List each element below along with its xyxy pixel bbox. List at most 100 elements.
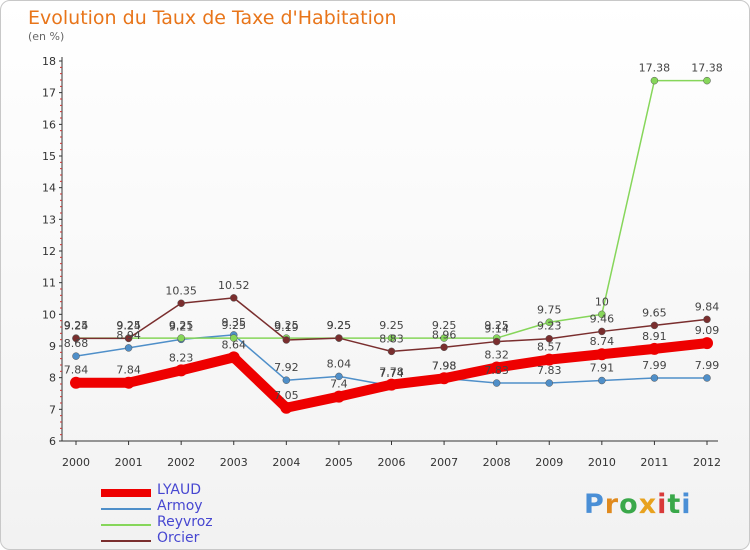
- data-point-orcier: [650, 321, 659, 330]
- data-point-lyaud: [490, 361, 503, 374]
- data-label-reyvroz: 9.25: [222, 319, 247, 332]
- x-tick-label: 2002: [167, 456, 195, 469]
- data-point-armoy: [545, 379, 553, 387]
- data-point-lyaud: [438, 372, 451, 385]
- data-point-orcier: [177, 299, 185, 307]
- data-label-orcier: 9.25: [327, 319, 352, 332]
- x-tick-label: 2008: [483, 456, 511, 469]
- data-point-armoy: [598, 376, 606, 385]
- y-tick-label: 15: [42, 150, 56, 163]
- x-tick-label: 2010: [588, 456, 616, 469]
- data-label-orcier: 9.84: [695, 300, 720, 313]
- data-label-reyvroz: 9.25: [116, 319, 141, 332]
- data-label-lyaud: 8.23: [169, 351, 194, 364]
- data-label-reyvroz: 9.25: [274, 319, 299, 332]
- logo-letter: o: [619, 489, 639, 520]
- y-tick-label: 9: [49, 340, 56, 353]
- legend-swatch-lyaud: [101, 489, 151, 497]
- data-label-armoy: 7.98: [432, 359, 457, 372]
- data-label-lyaud: 9.09: [695, 324, 720, 337]
- data-point-orcier: [387, 347, 396, 356]
- data-point-lyaud: [70, 376, 82, 389]
- data-label-reyvroz: 9.25: [484, 319, 509, 332]
- x-tick-label: 2006: [378, 456, 406, 469]
- data-label-reyvroz: 10: [595, 295, 609, 308]
- data-label-armoy: 7.99: [642, 359, 667, 372]
- data-point-lyaud: [385, 378, 398, 391]
- data-label-reyvroz: 9.75: [537, 303, 562, 316]
- legend-label-armoy: Armoy: [157, 498, 203, 514]
- data-point-reyvroz: [230, 334, 238, 342]
- data-point-reyvroz: [387, 334, 396, 342]
- data-point-orcier: [72, 334, 80, 343]
- data-point-lyaud: [543, 353, 556, 366]
- data-label-lyaud: 7.98: [432, 359, 457, 372]
- data-label-reyvroz: 17.38: [639, 62, 671, 75]
- data-label-lyaud: 8.57: [537, 341, 562, 354]
- data-label-lyaud: 7.05: [274, 389, 299, 402]
- data-label-reyvroz: 9.25: [327, 319, 352, 332]
- data-point-armoy: [124, 344, 133, 352]
- logo-letter: P: [584, 489, 605, 520]
- data-label-armoy: 7.92: [274, 361, 299, 374]
- legend-swatch-armoy: [101, 508, 151, 510]
- data-label-armoy: 7.74: [379, 367, 404, 380]
- data-point-armoy: [335, 372, 343, 381]
- data-point-orcier: [545, 334, 553, 343]
- logo-letter: x: [638, 489, 658, 520]
- data-label-reyvroz: 17.38: [691, 62, 723, 75]
- logo-letter: t: [667, 489, 682, 520]
- data-label-armoy: 7.83: [484, 364, 509, 377]
- data-label-armoy: 7.83: [537, 364, 562, 377]
- legend-swatch-orcier: [101, 540, 151, 542]
- y-tick-label: 13: [42, 213, 56, 226]
- data-label-lyaud: 7.84: [64, 364, 89, 377]
- x-tick-label: 2005: [325, 456, 353, 469]
- data-label-lyaud: 7.78: [379, 366, 404, 379]
- data-point-lyaud: [280, 401, 293, 414]
- data-label-orcier: 9.46: [590, 312, 615, 325]
- data-point-orcier: [598, 327, 606, 336]
- data-point-orcier: [492, 337, 501, 346]
- data-point-reyvroz: [545, 318, 553, 326]
- data-point-lyaud: [332, 390, 345, 403]
- data-point-orcier: [282, 336, 291, 344]
- data-point-reyvroz: [440, 334, 448, 342]
- x-tick-label: 2004: [272, 456, 300, 469]
- x-tick-label: 2012: [693, 456, 721, 469]
- data-point-lyaud: [648, 342, 661, 355]
- data-label-armoy: 9.35: [222, 316, 247, 329]
- legend-label-reyvroz: Reyvroz: [157, 514, 213, 530]
- data-label-orcier: 9.24: [116, 319, 141, 332]
- data-label-armoy: 9.21: [169, 320, 194, 333]
- series-line-reyvroz: [75, 79, 708, 339]
- y-tick-label: 16: [42, 118, 56, 131]
- data-label-orcier: 9.24: [64, 319, 89, 332]
- logo-letter: i: [657, 489, 668, 520]
- data-point-orcier: [440, 343, 448, 352]
- legend-swatch-reyvroz: [101, 524, 151, 526]
- data-point-orcier: [335, 334, 343, 342]
- y-tick-label: 12: [42, 245, 56, 258]
- y-tick-label: 18: [42, 55, 56, 68]
- data-point-orcier: [703, 315, 711, 324]
- x-tick-label: 2009: [535, 456, 563, 469]
- x-tick-label: 2000: [62, 456, 90, 469]
- data-point-reyvroz: [650, 76, 659, 85]
- data-label-lyaud: 8.64: [222, 338, 247, 351]
- data-point-armoy: [492, 379, 501, 387]
- data-label-armoy: 7.99: [695, 359, 720, 372]
- data-label-orcier: 10.52: [218, 279, 250, 292]
- data-label-lyaud: 7.84: [116, 364, 141, 377]
- data-label-lyaud: 8.91: [642, 330, 667, 343]
- data-point-lyaud: [701, 337, 713, 350]
- data-label-reyvroz: 9.25: [64, 319, 89, 332]
- x-tick-label: 2007: [430, 456, 458, 469]
- proxiti-logo: Proxiti: [584, 489, 692, 520]
- data-label-lyaud: 7.4: [330, 378, 348, 391]
- data-label-orcier: 9.14: [484, 323, 509, 336]
- data-point-reyvroz: [177, 334, 185, 342]
- data-point-lyaud: [227, 351, 240, 364]
- data-point-armoy: [282, 376, 291, 384]
- y-tick-label: 17: [42, 87, 56, 100]
